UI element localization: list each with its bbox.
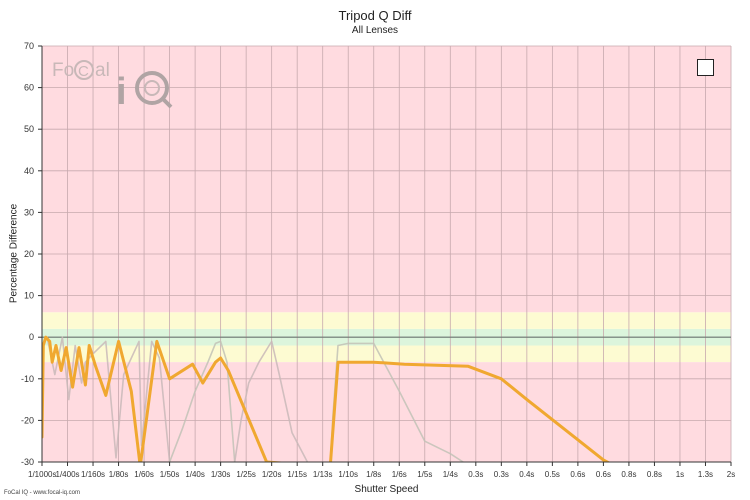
svg-text:i: i — [116, 71, 127, 112]
x-tick-label: 1/1000s — [28, 470, 56, 479]
x-tick-label: 0.6s — [570, 470, 585, 479]
y-tick-label: -20 — [21, 415, 34, 425]
quality-band-3 — [42, 46, 731, 313]
x-tick-label: 1/400s — [56, 470, 80, 479]
y-tick-label: -30 — [21, 457, 34, 467]
toggle-checkbox[interactable] — [697, 59, 714, 76]
chart-title: Tripod Q Diff — [338, 8, 412, 23]
x-tick-label: 1/8s — [366, 470, 381, 479]
x-tick-label: 1/60s — [134, 470, 154, 479]
x-tick-label: 2s — [727, 470, 735, 479]
x-tick-label: 1/80s — [109, 470, 129, 479]
y-axis-label: Percentage Difference — [8, 203, 20, 304]
x-axis-label: Shutter Speed — [354, 484, 419, 495]
footer-credit: FoCal IQ - www.focal-iq.com — [4, 490, 81, 496]
x-tick-label: 1/50s — [160, 470, 180, 479]
svg-text:Fo: Fo — [52, 60, 74, 81]
x-tick-label: 0.3s — [494, 470, 509, 479]
x-tick-label: 1/5s — [417, 470, 432, 479]
svg-text:al: al — [95, 60, 110, 81]
x-tick-label: 1.3s — [698, 470, 713, 479]
x-tick-label: 0.6s — [596, 470, 611, 479]
x-tick-label: 1s — [676, 470, 684, 479]
x-tick-label: 1/20s — [262, 470, 282, 479]
x-tick-label: 0.4s — [519, 470, 534, 479]
x-tick-label: 0.8s — [621, 470, 636, 479]
y-tick-label: 0 — [29, 332, 34, 342]
y-tick-label: 60 — [24, 83, 34, 93]
x-tick-label: 1/25s — [236, 470, 256, 479]
x-tick-label: 0.5s — [545, 470, 560, 479]
y-tick-label: 40 — [24, 166, 34, 176]
x-tick-label: 1/6s — [392, 470, 407, 479]
x-tick-label: 1/10s — [338, 470, 358, 479]
quality-band-2 — [42, 312, 731, 329]
x-tick-label: 1/160s — [81, 470, 105, 479]
y-tick-label: 20 — [24, 249, 34, 259]
x-tick-label: 1/30s — [211, 470, 231, 479]
series-line-4 — [42, 335, 611, 462]
series-line-1 — [168, 340, 236, 462]
x-tick-label: 1/13s — [313, 470, 333, 479]
x-tick-label: 0.3s — [468, 470, 483, 479]
svg-text:C: C — [78, 63, 89, 80]
y-tick-label: -10 — [21, 374, 34, 384]
y-tick-label: 70 — [24, 41, 34, 51]
focal-iq-logo: Fo C al i — [52, 56, 177, 117]
quality-band-1 — [42, 345, 731, 363]
y-tick-label: 30 — [24, 207, 34, 217]
x-tick-label: 0.8s — [647, 470, 662, 479]
chart-subtitle: All Lenses — [351, 25, 399, 36]
x-tick-label: 1/40s — [185, 470, 205, 479]
x-tick-label: 1/15s — [287, 470, 307, 479]
y-tick-label: 50 — [24, 124, 34, 134]
x-tick-label: 1/4s — [443, 470, 458, 479]
y-tick-label: 10 — [24, 291, 34, 301]
